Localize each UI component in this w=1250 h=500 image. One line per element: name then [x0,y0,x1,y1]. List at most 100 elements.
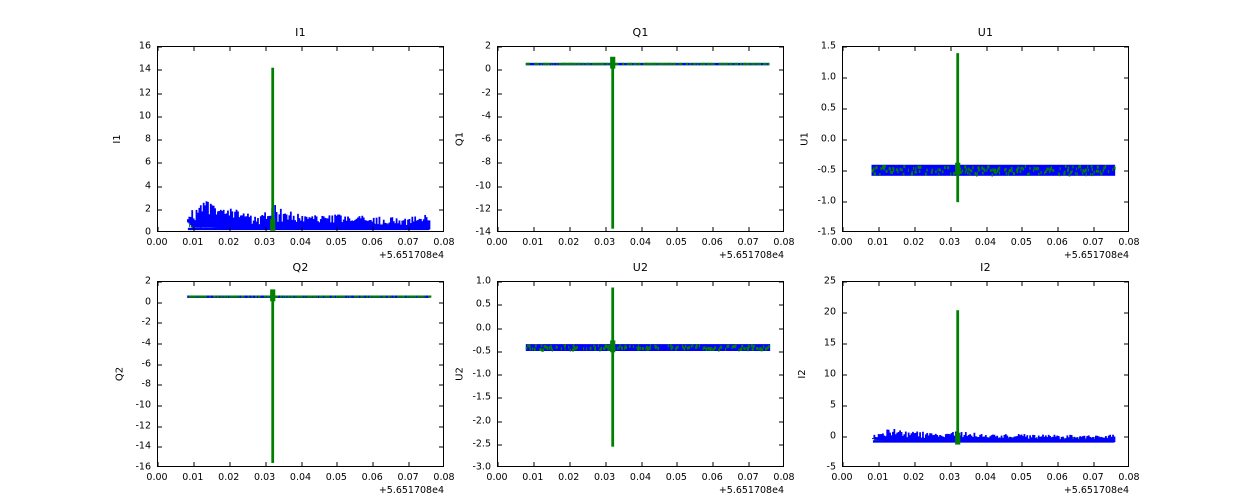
y-tick-label: -0.5 [817,164,836,176]
x-tick-label: 0.08 [433,472,455,483]
y-tick-mark [158,282,162,283]
x-tick-mark [641,227,642,231]
x-tick-label: 0.00 [831,472,853,483]
y-tick-label: 2 [484,40,491,52]
x-tick-mark-top [193,282,195,286]
y-tick-label: -5 [826,461,836,473]
y-tick-mark-right [439,69,443,71]
x-tick-mark-top [1057,282,1059,286]
x-tick-mark-top [605,47,607,51]
subplot-title-u2: U2 [632,261,649,274]
y-tick-label: 0 [144,226,151,238]
x-tick-mark [1057,462,1059,466]
y-tick-label: 1.5 [820,40,836,52]
y-tick-label: -4 [141,337,151,349]
y-tick-mark [843,139,847,141]
y-tick-label: 2 [144,203,151,215]
x-tick-label: 0.08 [1118,237,1140,248]
y-axis-label-i2: I2 [797,369,809,379]
x-tick-label: 0.01 [522,237,544,248]
plot-data-layer-i1 [187,67,431,231]
y-tick-mark [843,170,847,172]
y-tick-mark-right [439,302,443,304]
y-tick-mark [158,405,162,407]
green-spike-u1 [956,53,960,203]
x-tick-mark-top [498,47,499,51]
x-tick-mark [533,227,535,231]
x-tick-label: 0.00 [486,237,508,248]
y-tick-mark-right [1124,201,1128,203]
y-tick-mark [843,405,847,407]
y-tick-label: -16 [135,461,151,473]
y-tick-label: -8 [141,378,151,390]
y-tick-mark-right [1124,139,1128,141]
y-tick-label: -1.5 [472,391,491,403]
y-tick-mark-right [439,93,443,94]
plot-data-layer-i2 [872,310,1116,445]
y-tick-mark [498,186,502,187]
x-tick-label: 0.03 [254,237,276,248]
x-tick-mark-top [676,47,678,51]
green-spike-base-u1 [955,162,961,175]
x-tick-mark [1093,462,1095,466]
y-tick-mark [498,162,502,164]
x-tick-label: 0.01 [867,472,889,483]
subplot-u1: U1 U1 -1.5 -1.0 -0.5 0.0 0.5 1.0 1.5 0.00 0.01 0.02… [799,26,1139,261]
x-tick-mark-top [641,282,642,286]
y-tick-label: -12 [135,420,151,432]
x-tick-mark [712,462,714,466]
y-tick-label: -3.0 [472,461,491,473]
y-tick-label: 0.0 [475,322,491,333]
x-tick-mark-top [748,47,750,51]
x-tick-mark [265,462,267,466]
x-tick-mark-top [533,47,535,51]
green-spike-q1 [611,63,615,229]
y-tick-mark-right [1124,343,1128,345]
y-tick-label: -6 [481,133,491,145]
x-tick-mark [950,462,952,466]
y-tick-label: -4 [481,110,491,122]
x-tick-mark [229,462,231,466]
green-spike-i2 [956,310,960,440]
y-tick-mark-right [1124,108,1128,110]
y-tick-label: -12 [475,203,491,215]
y-tick-mark [158,384,162,386]
plot-data-layer-u2 [525,287,771,447]
y-tick-mark [843,201,847,203]
x-tick-mark-top [878,47,880,51]
x-tick-mark [878,462,880,466]
x-tick-label: 0.00 [831,237,853,248]
x-tick-mark [265,227,267,231]
subplot-u2: U2 U2 -3.0 -2.5 -2.0 -1.5 -1.0 -0.5 0.0 0.5 1.0 0.0… [454,261,794,496]
axes-frame-q1 [497,46,784,232]
y-tick-label: -2.5 [472,438,491,450]
subplot-title-q2: Q2 [292,261,309,274]
y-tick-mark [498,139,502,141]
y-tick-mark-right [439,322,443,324]
y-tick-mark-right [439,405,443,407]
y-tick-mark [158,139,162,141]
x-tick-label: 0.02 [903,472,925,483]
y-tick-mark-right [439,139,443,141]
y-tick-label: 20 [823,306,836,318]
y-tick-label: -0.5 [472,345,491,357]
axes-frame-i2 [842,281,1129,467]
y-tick-mark [498,421,502,422]
x-tick-label: 0.04 [974,472,997,483]
green-spike-i1 [271,67,275,226]
y-tick-mark-right [439,186,443,187]
y-tick-mark [498,328,502,329]
y-tick-label: 4 [144,180,151,191]
y-tick-mark-right [1124,77,1128,79]
y-axis-label-i1: I1 [112,134,124,144]
x-tick-mark-top [748,282,750,286]
x-tick-mark-top [1057,47,1059,51]
y-tick-mark [843,343,847,345]
plot-data-layer-q1 [525,56,770,229]
x-tick-mark [569,462,571,466]
y-tick-label: -2.0 [472,415,491,426]
x-tick-label: 0.00 [146,237,168,248]
green-spike-base-u2 [610,340,616,353]
x-tick-mark-top [950,47,952,51]
x-tick-mark-top [843,47,844,51]
